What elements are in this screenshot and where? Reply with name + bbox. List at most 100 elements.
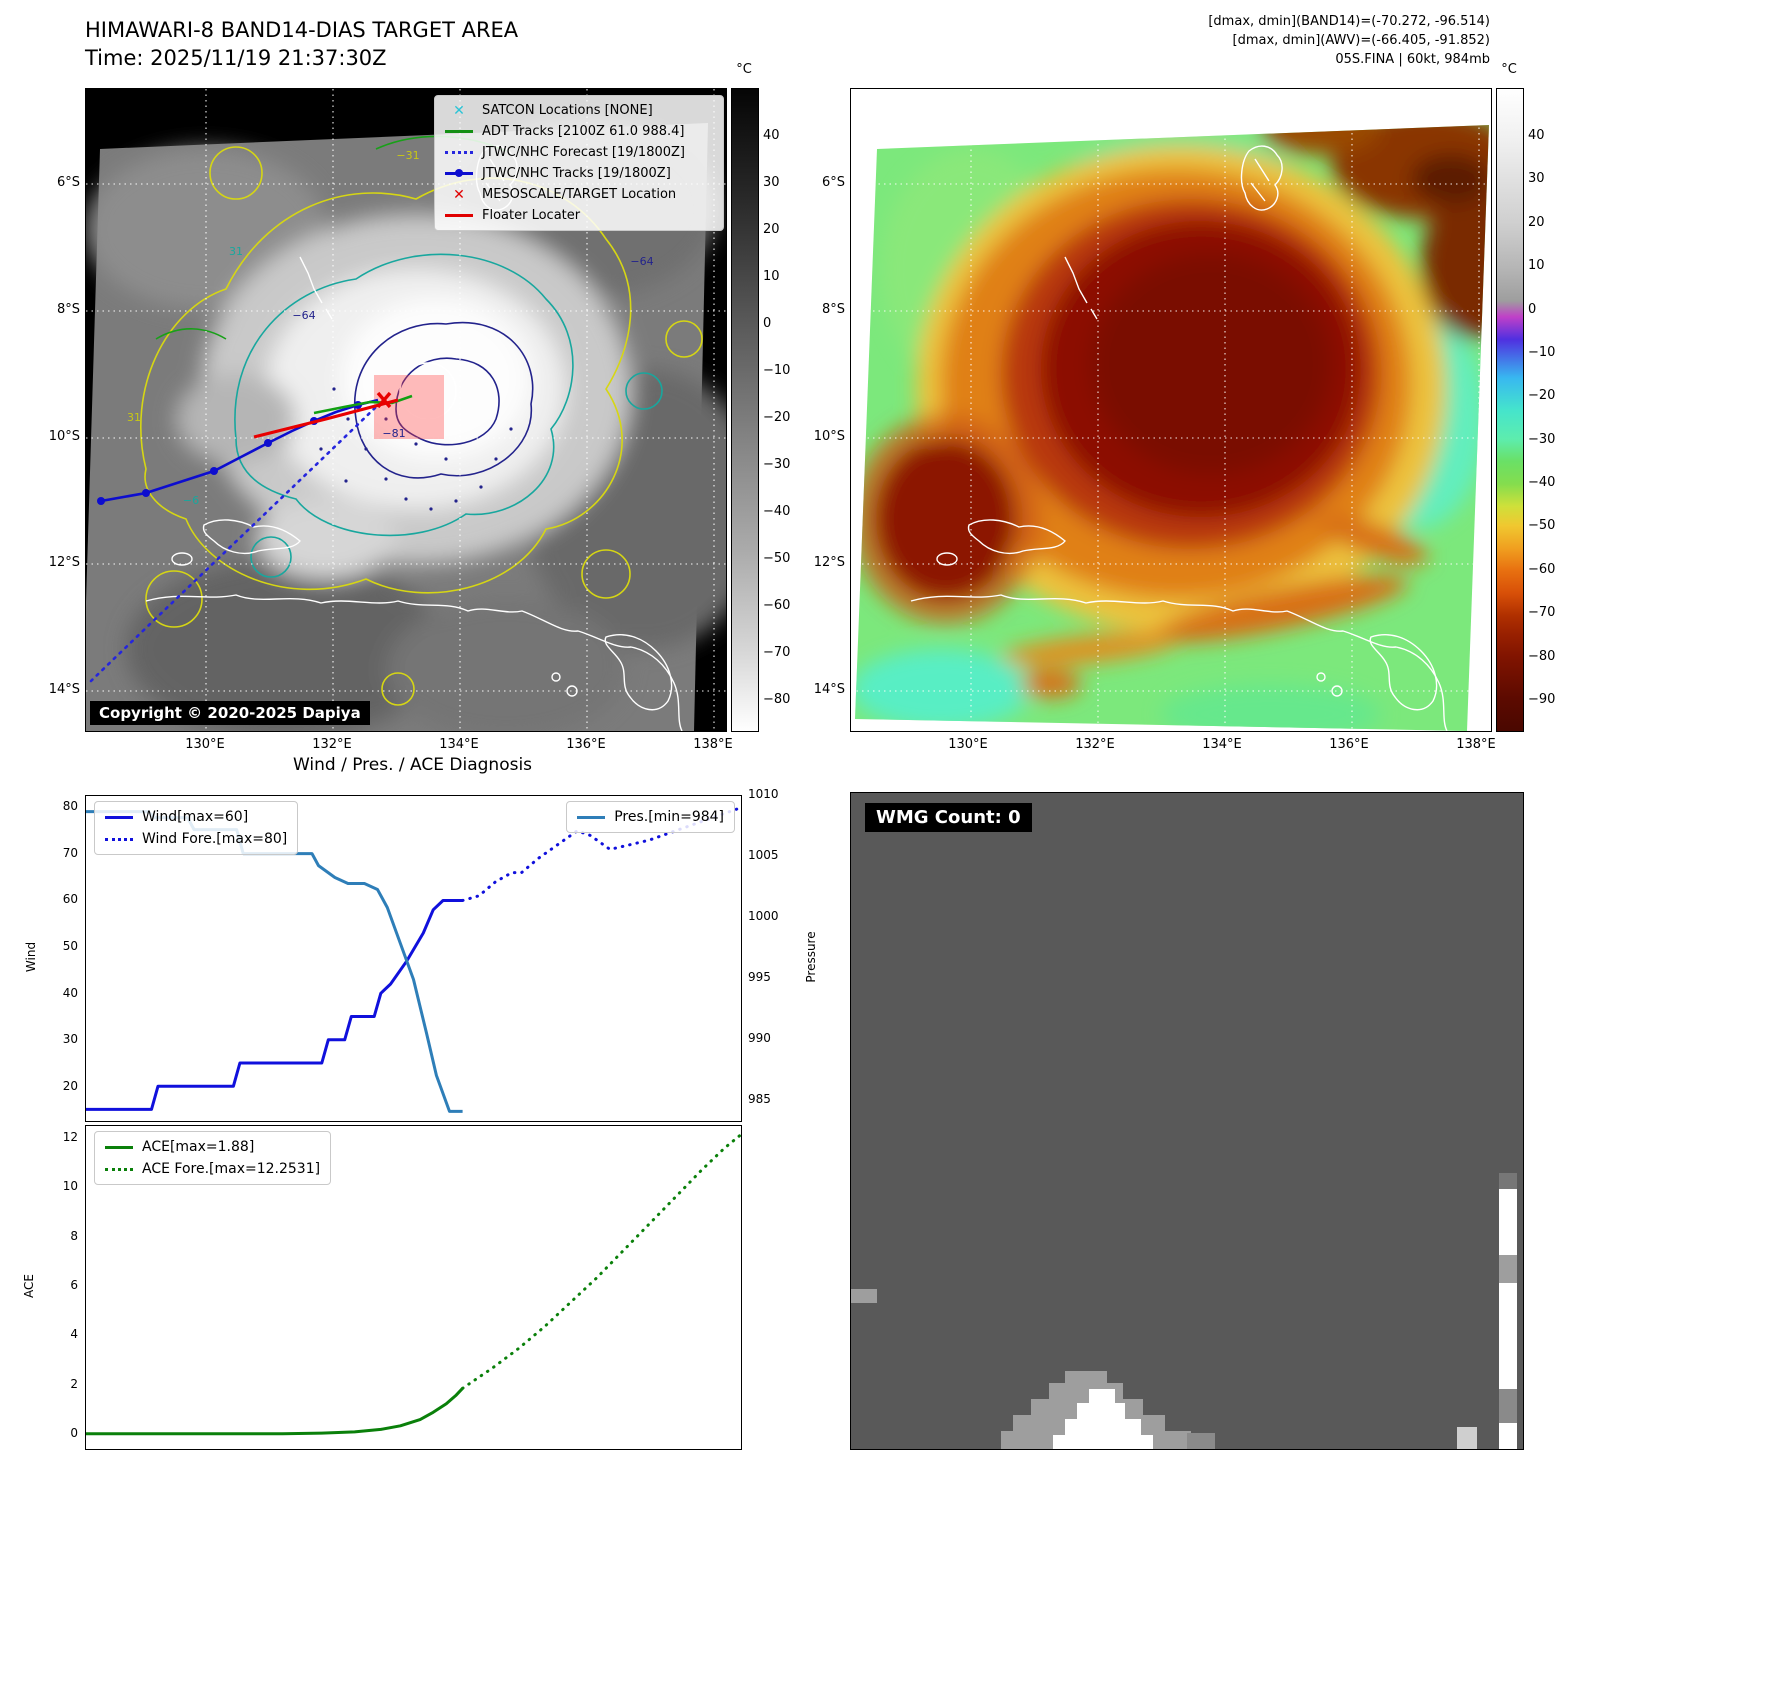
tick-label: 985	[748, 1092, 771, 1106]
pressure-y-axis: 1010 1005 1000 995 990 985	[748, 785, 792, 1108]
line-icon	[105, 815, 133, 819]
tick-label: 138°E	[1456, 737, 1496, 752]
line-icon	[105, 1145, 133, 1149]
tick-label: 10°S	[813, 428, 845, 444]
line-icon	[445, 130, 473, 133]
legend-item: Pres.[min=984]	[577, 809, 724, 825]
coastlines	[910, 145, 1448, 731]
tick-label: −10	[1528, 344, 1556, 360]
series-ace-fore-max-12-2531-	[461, 1133, 743, 1390]
tick-label: 138°E	[693, 737, 733, 752]
band14-title: HIMAWARI-8 BAND14-DIAS TARGET AREA	[85, 18, 519, 42]
tick-label: 40	[62, 985, 78, 1000]
legend-item: ACE Fore.[max=12.2531]	[105, 1161, 320, 1177]
legend-label: ACE Fore.[max=12.2531]	[142, 1161, 321, 1177]
legend-label: ADT Tracks [2100Z 61.0 988.4]	[482, 124, 685, 139]
legend-label: Pres.[min=984]	[614, 809, 724, 825]
tick-label: 12°S	[813, 555, 845, 571]
wmg-image	[851, 793, 1523, 1449]
tick-label: 30	[62, 1032, 78, 1047]
legend-item: ✕ SATCON Locations [NONE]	[445, 103, 713, 118]
track-line-marker-icon	[445, 169, 473, 178]
target-x-icon: ✕	[453, 186, 465, 203]
tick-label: 40	[763, 128, 780, 143]
tick-label: 136°E	[566, 737, 606, 752]
tick-label: −70	[763, 645, 791, 660]
legend-item: ADT Tracks [2100Z 61.0 988.4]	[445, 124, 713, 139]
tick-label: 1010	[748, 787, 779, 801]
band14-lon-axis: 130°E 132°E 134°E 136°E 138°E	[175, 736, 743, 754]
legend-item: JTWC/NHC Tracks [19/1800Z]	[445, 166, 713, 181]
tick-label: 20	[62, 1078, 78, 1093]
tick-label: 130°E	[185, 737, 225, 752]
wind-axis-label: Wind	[24, 941, 38, 973]
tick-label: 0	[1528, 301, 1537, 317]
legend-label: ACE[max=1.88]	[142, 1139, 255, 1155]
band14-title-block: HIMAWARI-8 BAND14-DIAS TARGET AREA Time:…	[85, 16, 518, 72]
tick-label: 20	[763, 222, 780, 237]
tick-label: −80	[1528, 648, 1556, 664]
ace-chart: ACE[max=1.88] ACE Fore.[max=12.2531]	[85, 1125, 743, 1450]
dotted-line-icon	[105, 1167, 133, 1171]
tick-label: −90	[1528, 691, 1556, 707]
contour-label: −6	[183, 494, 199, 507]
legend-label: JTWC/NHC Forecast [19/1800Z]	[482, 145, 685, 160]
awv-map	[850, 88, 1492, 732]
tick-label: 30	[1528, 171, 1545, 187]
series-ace-max-1-88-	[86, 1387, 464, 1436]
awv-colorbar	[1496, 88, 1524, 732]
contour-label: −64	[630, 255, 653, 268]
tick-label: −20	[1528, 388, 1556, 404]
wmg-count-label: WMG Count: 0	[865, 803, 1032, 832]
ace-legend: ACE[max=1.88] ACE Fore.[max=12.2531]	[94, 1131, 332, 1185]
tick-label: 6	[70, 1277, 78, 1292]
tick-label: 14°S	[813, 682, 845, 697]
dmax-dmin-band14: [dmax, dmin](BAND14)=(-70.272, -96.514)	[1208, 14, 1490, 29]
dotted-line-icon	[105, 837, 133, 841]
awv-lon-axis: 130°E 132°E 134°E 136°E 138°E	[938, 736, 1506, 754]
band14-colorbar-unit: °C	[736, 62, 752, 77]
adt-track-line	[313, 394, 413, 415]
tick-label: 8°S	[56, 301, 80, 317]
tick-label: 134°E	[439, 737, 479, 752]
series-wind-fore-max-80-	[461, 806, 743, 902]
band14-legend: ✕ SATCON Locations [NONE] ADT Tracks [2100…	[434, 95, 724, 231]
dotted-line-icon	[445, 151, 473, 154]
ace-y-axis: 12 10 8 6 4 2 0	[50, 1127, 78, 1443]
legend-label: MESOSCALE/TARGET Location	[482, 187, 677, 202]
wind-pressure-chart: Wind[max=60] Wind Fore.[max=80] Pres.[min…	[85, 795, 743, 1122]
tick-label: 0	[70, 1425, 78, 1440]
tick-label: 134°E	[1202, 737, 1242, 752]
tick-label: 136°E	[1329, 737, 1369, 752]
tick-label: 10	[62, 1179, 78, 1194]
tick-label: 10°S	[48, 428, 80, 444]
tick-label: 6°S	[56, 175, 80, 190]
legend-item: Floater Locater	[445, 208, 713, 223]
tick-label: 40	[1528, 128, 1545, 143]
series-pres-min-984-	[86, 810, 463, 1113]
contour-label: 31	[127, 411, 141, 424]
tick-label: 50	[62, 938, 78, 953]
copyright-badge: Copyright © 2020-2025 Dapiya	[90, 701, 370, 725]
tick-label: 12	[62, 1130, 78, 1144]
ir-contours	[140, 135, 703, 706]
legend-label: Floater Locater	[482, 208, 581, 223]
dmax-dmin-awv: [dmax, dmin](AWV)=(-66.405, -91.852)	[1232, 33, 1490, 48]
satcon-x-icon: ✕	[453, 102, 465, 119]
tick-label: −40	[1528, 475, 1556, 490]
line-icon	[445, 214, 473, 217]
tick-label: 8	[70, 1228, 78, 1243]
ace-plot	[86, 1133, 743, 1436]
mesoscale-x-marker	[376, 391, 392, 409]
wind-y-axis: 80 70 60 50 40 30 20	[42, 796, 78, 1096]
tick-label: −50	[763, 551, 791, 566]
mesoscale-target-box	[374, 375, 444, 439]
tick-label: 0	[763, 316, 772, 331]
legend-item: ACE[max=1.88]	[105, 1139, 320, 1155]
contour-label: 31	[229, 245, 243, 258]
wind-legend: Wind[max=60] Wind Fore.[max=80]	[94, 801, 299, 855]
awv-satellite-image	[851, 89, 1491, 731]
series-wind-max-60-	[86, 899, 463, 1111]
band14-map: 31 −31 31 −64 −81 −6 −64 ✕ SATCON Locations [NO…	[85, 88, 727, 732]
